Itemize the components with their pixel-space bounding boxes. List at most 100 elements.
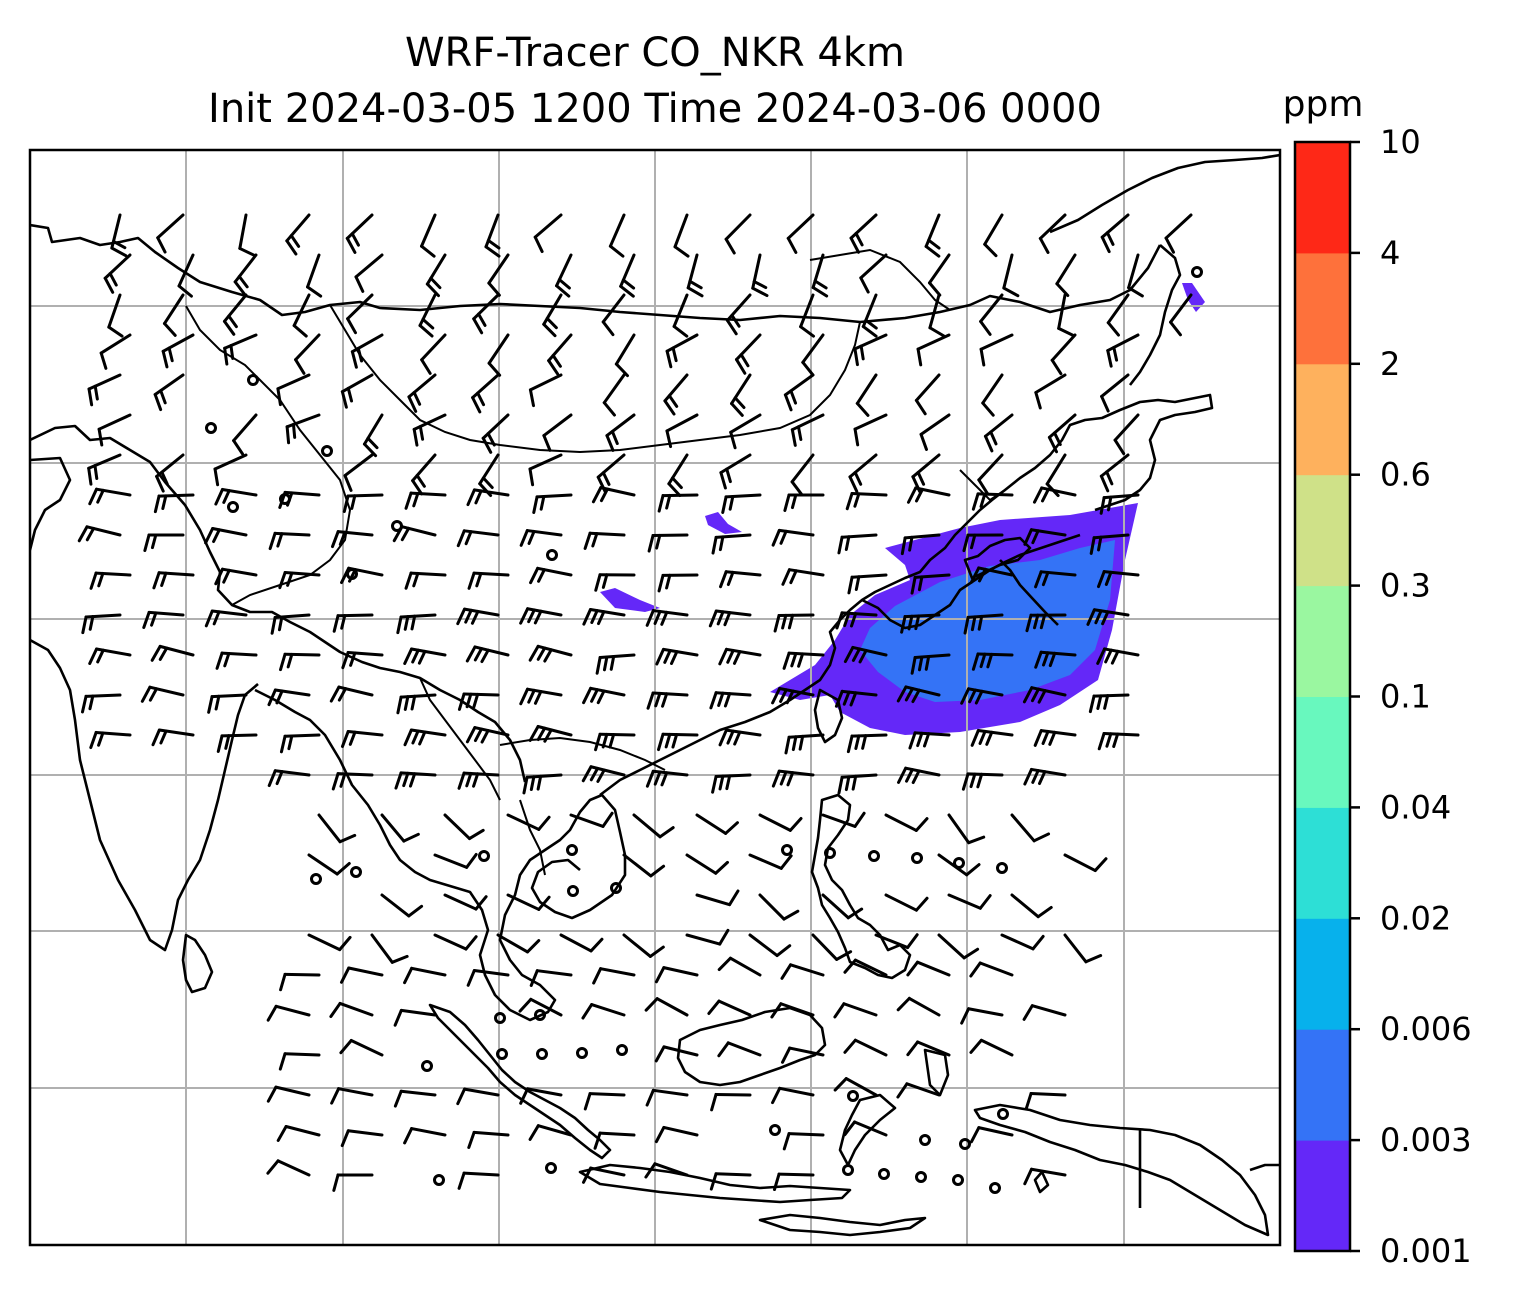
wind-barb — [605, 413, 636, 452]
wind-barb — [1057, 293, 1075, 337]
wind-barb — [821, 893, 864, 920]
calm-wind-marker — [952, 1174, 964, 1186]
wind-barb — [644, 1162, 689, 1179]
wind-barb — [481, 413, 510, 454]
wind-barb — [238, 213, 256, 257]
wind-barb — [1089, 533, 1130, 555]
calm-wind-marker — [478, 850, 490, 862]
wind-barb — [555, 253, 573, 298]
wind-barb — [971, 652, 1014, 671]
wind-barb — [846, 733, 888, 754]
wind-barb — [591, 486, 636, 504]
wind-barb — [979, 333, 1014, 367]
wind-barb — [339, 1038, 384, 1057]
wind-barb — [969, 1126, 1014, 1144]
wind-barb — [783, 373, 815, 412]
wind-barb — [685, 853, 729, 875]
map-title-line2: Init 2024-03-05 1200 Time 2024-03-06 000… — [208, 86, 1102, 132]
wind-barb — [143, 533, 185, 552]
wind-barb — [151, 728, 195, 747]
wind-barb — [204, 609, 248, 628]
wind-barb — [924, 213, 941, 258]
wind-barb — [150, 644, 195, 662]
wind-barb — [594, 573, 636, 592]
wind-barb — [748, 933, 792, 958]
wind-barb — [465, 645, 510, 664]
wind-barb — [622, 853, 666, 878]
wind-barb — [770, 1002, 815, 1019]
wind-barb — [772, 1172, 815, 1192]
calm-wind-marker — [616, 1044, 628, 1056]
calm-wind-marker — [953, 857, 965, 869]
wind-barb — [583, 1092, 626, 1111]
wind-barb — [329, 685, 374, 703]
gridlines — [30, 150, 1280, 1245]
wind-barb — [403, 966, 447, 985]
wind-barb — [342, 493, 384, 514]
wind-barb — [771, 769, 815, 788]
wind-barb — [153, 373, 185, 412]
wind-barb — [645, 769, 689, 788]
colorbar-segment — [1295, 585, 1350, 697]
calm-wind-marker — [279, 493, 291, 505]
wind-barb — [665, 413, 699, 449]
wind-barb — [593, 1131, 636, 1150]
wind-barb — [1097, 732, 1140, 751]
wind-barb — [1164, 213, 1193, 254]
wind-barb — [393, 1008, 437, 1027]
wind-barb — [1010, 893, 1053, 919]
wind-barb — [542, 293, 563, 338]
wind-barb — [896, 685, 941, 704]
wind-barb — [177, 253, 195, 298]
calm-wind-marker — [567, 885, 579, 897]
wind-barb — [456, 1087, 500, 1106]
wind-barb — [266, 1159, 311, 1177]
wind-barb — [622, 933, 665, 958]
map-title-line1: WRF-Tracer CO_NKR 4km — [404, 30, 906, 76]
wind-barb — [207, 693, 248, 714]
wind-barb — [834, 689, 878, 708]
wind-barb — [529, 969, 573, 987]
wind-barb — [781, 568, 825, 586]
wind-barb — [345, 213, 374, 254]
wind-barb — [771, 686, 815, 705]
wind-barb — [484, 213, 501, 258]
wind-barb — [1063, 933, 1103, 964]
wind-barb — [1038, 213, 1067, 254]
calm-wind-marker — [310, 873, 322, 885]
wind-barb — [340, 373, 374, 409]
wind-barb — [467, 571, 510, 590]
wind-barb — [519, 529, 563, 547]
wind-barb — [380, 813, 420, 843]
wind-barb — [278, 571, 321, 590]
wind-barb — [1063, 853, 1108, 873]
colorbar-segment — [1295, 1140, 1350, 1252]
wind-barb — [937, 853, 981, 877]
coastlines — [30, 153, 1280, 1237]
wind-barb — [307, 933, 352, 952]
wind-barb — [801, 333, 825, 377]
wind-barb — [751, 253, 769, 298]
wind-barb — [717, 956, 762, 977]
wind-barb — [906, 960, 951, 977]
wind-barb — [709, 691, 752, 710]
wind-barb — [97, 413, 132, 447]
wind-barb — [916, 333, 951, 367]
wind-barb — [404, 491, 447, 510]
wind-barb — [87, 373, 122, 407]
calm-wind-marker — [247, 374, 259, 386]
wind-barb — [340, 730, 384, 748]
wind-barb — [433, 853, 478, 869]
calm-wind-marker — [566, 844, 578, 856]
calm-wind-marker — [769, 1124, 781, 1136]
wind-barb — [983, 413, 1014, 453]
wind-barbs — [77, 213, 1193, 1192]
wind-barb — [267, 688, 311, 707]
wind-barb — [937, 933, 980, 960]
wind-barb — [790, 413, 825, 447]
colorbar-segment — [1295, 252, 1350, 365]
wind-barb — [1099, 453, 1130, 493]
wind-barb — [657, 732, 699, 752]
